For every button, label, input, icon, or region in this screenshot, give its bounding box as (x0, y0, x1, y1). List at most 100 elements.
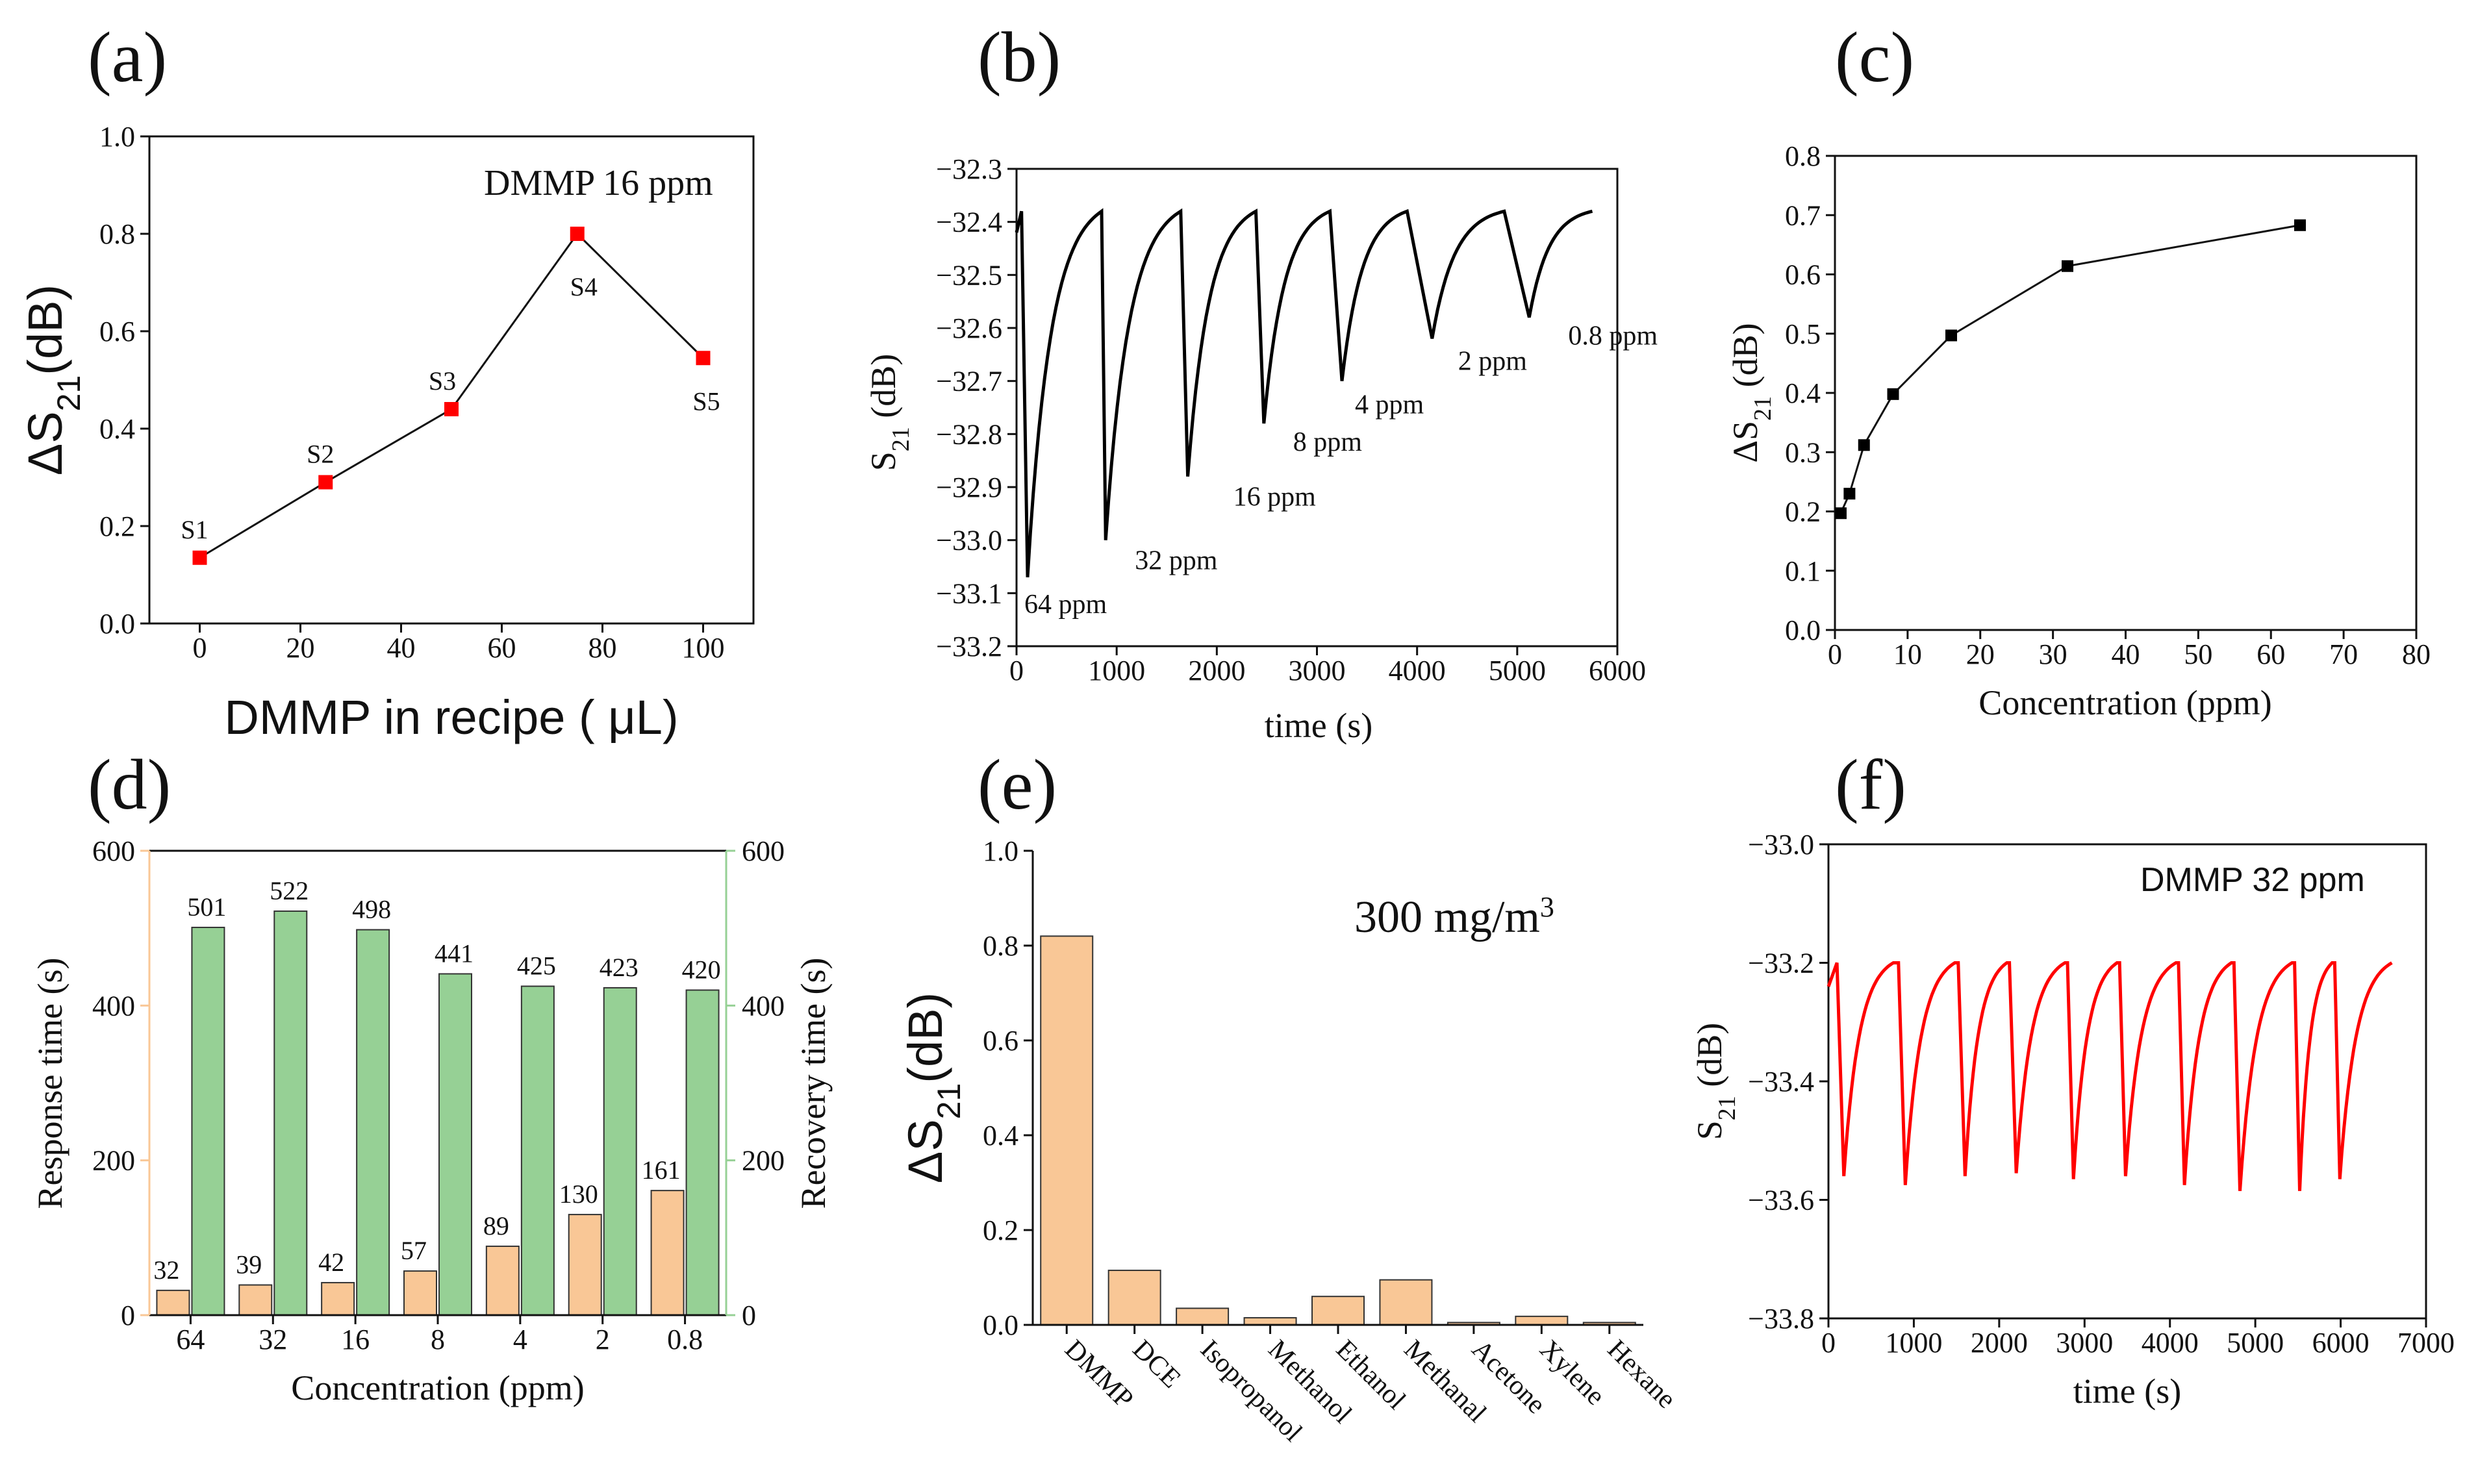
panel-e-annotation-sup: 3 (1540, 891, 1554, 923)
panel-a-plot-area: 0 20 40 60 80 100 0.0 0.2 0.4 0.6 0.8 1.0 S1 S2 S3 S4 S5 (99, 121, 725, 664)
panel-d-bar-response (156, 1289, 190, 1316)
panel-f-y-tick-label: −33.4 (1748, 1066, 1814, 1098)
panel-c-x-tick-label: 60 (2256, 638, 2285, 670)
panel-b-x-tick-label: 2000 (1188, 655, 1245, 686)
panel-b-y-tick-label: −32.5 (936, 259, 1002, 291)
panel-a-label: (a) (88, 18, 167, 97)
panel-c-y-axis-title-sub: 21 (1749, 396, 1776, 421)
panel-c-y-tick-label: 0.4 (1785, 377, 1821, 409)
panel-b-y-tick-label: −32.3 (936, 153, 1002, 185)
panel-d-right-axis-title: Recovery time (s) (794, 958, 833, 1209)
panel-a-y-tick-label: 0.4 (99, 413, 135, 445)
panel-b-x-axis-title: time (s) (1265, 706, 1372, 745)
panel-e-y-tick-label: 0.4 (983, 1120, 1018, 1151)
panel-c-data-point (1945, 329, 1957, 342)
panel-b-cycle-label: 32 ppm (1135, 546, 1218, 576)
panel-d-bar-recovery (603, 987, 637, 1316)
panel-d-recovery-value-label: 498 (352, 895, 391, 924)
panel-b-y-tick-label: −33.1 (936, 577, 1002, 609)
panel-a-point-label: S1 (181, 515, 208, 544)
panel-d-left-y-tick-label: 0 (121, 1300, 135, 1331)
panel-e-x-tick-label: DCE (1127, 1335, 1187, 1394)
panel-b-cycle-label: 8 ppm (1293, 427, 1362, 457)
panel-d-bar-response (568, 1214, 602, 1316)
panel-c-data-point (1843, 488, 1856, 500)
panel-e-bar (1040, 935, 1094, 1326)
panel-b-y-axis-title: S21 (dB) (864, 354, 915, 472)
panel-a-y-axis-title: ΔS21(dB) (18, 284, 87, 475)
panel-c-label: (c) (1835, 18, 1914, 97)
panel-f-x-tick-label: 1000 (1885, 1327, 1942, 1359)
panel-a-y-tick-label: 0.8 (99, 218, 135, 250)
panel-a-y-tick-label: 0.6 (99, 316, 135, 347)
panel-e-label: (e) (978, 745, 1057, 824)
panel-e-y-tick-label: 0.0 (983, 1309, 1018, 1341)
panel-d-recovery-value-label: 522 (270, 876, 309, 905)
panel-c-data-point (2062, 260, 2073, 272)
panel-c-plot-area: 0 10 20 30 40 50 60 70 80 0.0 0.1 0.2 0.3 0.4 0.5 0.6 0.… (1785, 140, 2431, 670)
panel-c-x-tick-label: 10 (1893, 638, 1922, 670)
panel-b-y-tick-label: −32.6 (936, 312, 1002, 344)
panel-b-y-tick-label: −32.9 (936, 472, 1002, 503)
panel-b-y-axis-title-sub: 21 (887, 427, 915, 451)
panel-d-response-value-label: 130 (559, 1179, 598, 1209)
panel-c-y-tick-label: 0.5 (1785, 318, 1821, 350)
panel-d-x-axis-title: Concentration (ppm) (291, 1368, 584, 1407)
panel-d-recovery-value-label: 501 (187, 892, 226, 922)
panel-b-series-line (1015, 208, 1593, 577)
panel-f-x-tick-label: 4000 (2142, 1327, 2199, 1359)
panel-a-point-label: S5 (692, 386, 720, 416)
panel-e-y-axis-title-sub: 21 (931, 1083, 967, 1120)
panel-f-series-line (1827, 961, 2393, 1191)
panel-d-left-y-tick-label: 600 (92, 835, 135, 867)
panel-a-x-axis-title: DMMP in recipe ( μL) (224, 690, 678, 744)
panel-a-plot-frame (148, 135, 755, 625)
panel-b-cycle-label: 2 ppm (1458, 346, 1528, 376)
panel-f-x-tick-label: 5000 (2227, 1327, 2284, 1359)
panel-a-point-label: S4 (570, 272, 598, 301)
panel-d-response-value-label: 161 (642, 1155, 681, 1185)
panel-d-right-y-tick-label: 0 (742, 1300, 756, 1331)
panel-b-y-tick-label: −32.4 (936, 207, 1002, 238)
panel-a-y-axis-title-main: ΔS (18, 411, 72, 475)
panel-a-y-tick-label: 0.2 (99, 510, 135, 542)
panel-f-y-tick-label: −33.6 (1748, 1185, 1814, 1216)
panel-e-bar (1379, 1279, 1433, 1326)
panel-d-left-y-tick-label: 400 (92, 990, 135, 1022)
panel-c-y-axis-title: ΔS21 (dB) (1726, 323, 1776, 462)
panel-e-y-tick-label: 0.6 (983, 1025, 1018, 1057)
panel-b-plot-area: 0 1000 2000 3000 4000 5000 6000 −32.3 −32.4 −32.5… (936, 153, 1658, 686)
panel-a-x-tick-label: 100 (682, 632, 725, 664)
panel-e-bar (1176, 1307, 1230, 1326)
panel-d-recovery-value-label: 425 (517, 951, 556, 981)
panel-c-x-tick-label: 70 (2329, 638, 2358, 670)
panel-a-x-tick-label: 80 (588, 632, 617, 664)
panel-c-y-tick-label: 0.8 (1785, 140, 1821, 172)
panel-d-left-axis-title: Response time (s) (31, 958, 70, 1209)
panel-c-y-tick-label: 0.1 (1785, 555, 1821, 587)
panel-b-x-tick-label: 5000 (1489, 655, 1546, 686)
panel-b-plot-frame (1015, 168, 1619, 648)
panel-e-y-axis-title-tail: (dB) (898, 992, 952, 1083)
panel-e-y-tick-label: 0.8 (983, 930, 1018, 962)
panel-e-y-tick-label: 0.2 (983, 1214, 1018, 1246)
panel-b-x-tick-label: 4000 (1389, 655, 1446, 686)
panel-c: (c) 0 10 20 30 40 50 60 70 800.00.10.20.30.40.50… (1726, 18, 2431, 722)
panel-e-annotation: 300 mg/m3 (1354, 891, 1554, 943)
panel-c-y-tick-label: 0.3 (1785, 436, 1821, 468)
panel-a-y-axis-title-sub: 21 (51, 375, 87, 412)
panel-f: (f) 0 1000 2000 3000 4000 5000 6000 7000 −33.0 −3… (1690, 745, 2455, 1411)
panel-c-y-tick-label: 0.6 (1785, 259, 1821, 291)
panel-f-y-axis-title-sub: 21 (1713, 1096, 1741, 1120)
panel-d-x-tick-label: 2 (596, 1324, 610, 1355)
panel-c-data-point (1887, 388, 1899, 400)
panel-d-response-value-label: 57 (401, 1236, 427, 1265)
panel-d-x-tick-label: 64 (176, 1324, 205, 1355)
panel-a-x-tick-label: 60 (488, 632, 516, 664)
panel-c-x-tick-label: 0 (1828, 638, 1842, 670)
panel-a-point-label: S3 (429, 366, 456, 396)
panel-a-data-point (444, 402, 459, 416)
panel-b-y-axis-title-tail: (dB) (864, 354, 903, 427)
